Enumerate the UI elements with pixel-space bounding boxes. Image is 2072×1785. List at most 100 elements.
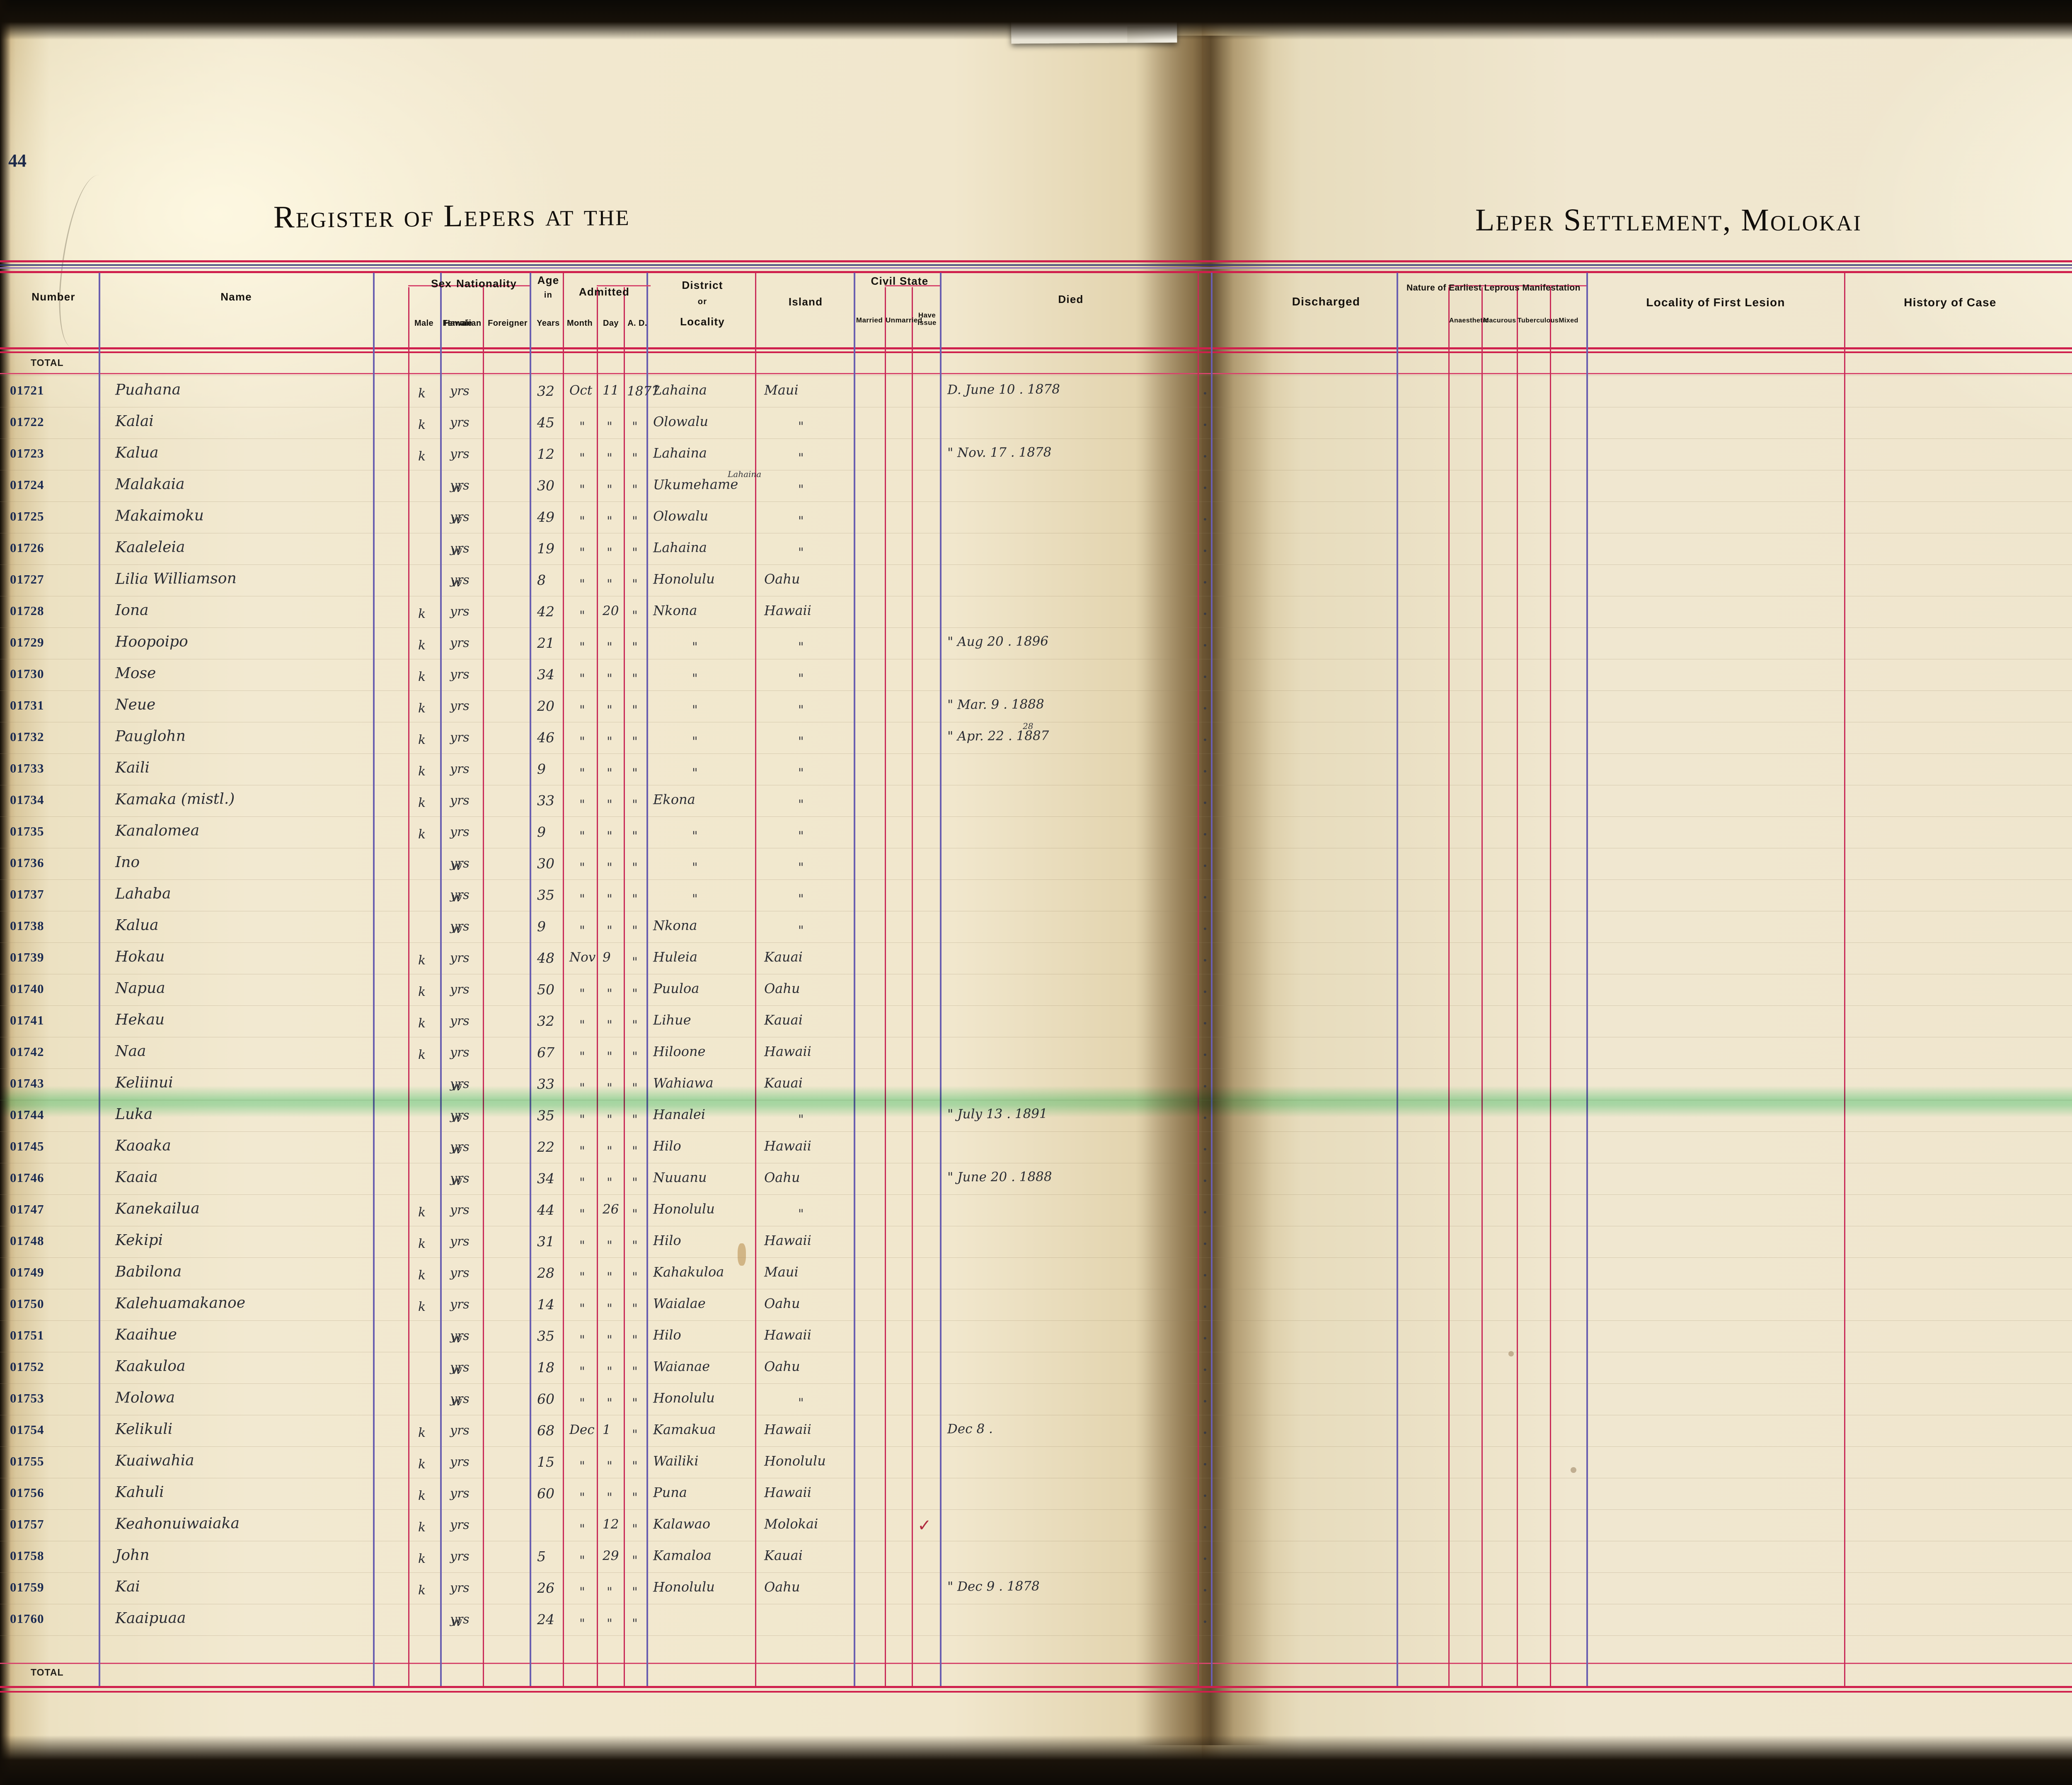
row-admitted-ad: " [632,1144,638,1158]
row-sex: k [418,1552,426,1566]
row-number: 01749 [10,1265,44,1279]
row-rule [0,879,2072,880]
row-nationality: yrs [450,1234,470,1249]
row-number: 01747 [10,1202,44,1216]
row-admitted-ad: " [632,829,638,843]
col-rule [1397,273,1398,1686]
total-label-bottom-left: TOTAL [31,1667,64,1678]
row-sex: w [451,922,462,936]
row-name: Napua [115,979,165,997]
row-age: 20 [537,698,554,714]
right-leaf [1202,0,2072,1785]
row-admitted-month: " [579,860,585,875]
row-nationality: yrs [450,982,470,997]
row-admitted-ad: " [632,577,638,591]
rule-red-total [0,373,2072,374]
col-header-civil-state: Civil State [871,275,929,287]
row-admitted-month: Dec [569,1422,595,1437]
gutter-pen-dot [1204,1431,1206,1434]
row-admitted-day: " [607,1049,612,1064]
row-admitted-month: " [579,419,585,434]
col-rule [646,273,648,1686]
row-sex: k [418,1268,426,1283]
row-admitted-ad: " [632,1396,638,1410]
gutter-pen-dot [1204,518,1206,521]
row-number: 01744 [10,1107,44,1122]
row-locality: Olowalu [653,508,709,524]
row-age: 42 [537,603,554,620]
col-rule [1448,287,1450,1686]
row-nationality: yrs [450,415,470,430]
row-admitted-ad: " [632,1427,638,1442]
left-leaf [0,0,1202,1785]
row-number: 01733 [10,761,44,775]
row-admitted-month: " [579,1333,585,1347]
col-header-mixed: Mixed [1559,317,1578,324]
row-nationality: yrs [450,1329,470,1343]
row-rule [0,816,2072,817]
row-locality: Ekona [653,791,695,808]
row-name: Kaili [115,759,150,777]
gutter-pen-dot [1204,1463,1206,1465]
row-admitted-ad: " [632,1207,638,1221]
row-island: " [798,419,804,434]
row-number: 01755 [10,1454,44,1468]
row-age: 33 [537,1076,554,1092]
row-locality: " [692,860,698,875]
row-admitted-day: 1 [603,1422,611,1437]
row-island: " [798,545,804,560]
row-number: 01724 [10,477,44,492]
row-age: 60 [537,1485,554,1502]
row-admitted-ad: " [632,451,638,465]
row-admitted-ad: " [632,955,638,969]
row-admitted-day: 9 [603,950,611,965]
row-admitted-month: Oct [569,383,593,398]
row-nationality: yrs [450,793,470,808]
col-rule [99,273,100,1686]
row-sex: w [451,512,462,527]
col-header-locality: Locality [680,315,725,328]
row-admitted-day: " [607,1018,612,1032]
row-age: 46 [537,729,554,746]
gutter-pen-dot [1204,1054,1206,1056]
gutter-pen-dot [1204,865,1206,867]
row-admitted-ad: " [632,419,638,434]
col-header-history-of-case: History of Case [1904,296,1997,309]
col-header-district: District [682,279,723,291]
row-admitted-day: " [607,1270,612,1284]
row-nationality: yrs [450,1045,470,1060]
row-admitted-ad: " [632,608,638,623]
row-name: Kalehuamakanoe [115,1294,246,1312]
row-island: " [798,482,804,497]
row-number: 01722 [10,414,44,429]
row-admitted-month: " [579,577,585,591]
row-number: 01746 [10,1170,44,1185]
row-rule [0,1572,2072,1573]
row-name: Neue [115,696,156,714]
row-nationality: yrs [450,919,470,934]
gutter-pen-dot [1204,739,1206,741]
row-admitted-ad: " [632,734,638,749]
row-admitted-ad: " [632,797,638,812]
col-rule [624,287,625,1686]
row-nationality: yrs [450,1423,470,1438]
row-admitted-ad: " [632,860,638,875]
row-admitted-month: " [579,608,585,623]
row-locality: Honolulu [653,1201,715,1217]
row-admitted-month: " [579,640,585,654]
row-admitted-day: 20 [603,603,619,618]
row-admitted-day: " [607,514,612,528]
gutter-pen-dot [1204,487,1206,489]
gutter-pen-dot [1204,1180,1206,1182]
row-admitted-month: " [579,703,585,717]
row-admitted-month: " [579,1553,585,1568]
gutter-pen-dot [1204,770,1206,773]
row-sex: w [451,481,462,495]
row-admitted-day: 29 [603,1548,619,1563]
col-header-admitted: Admitted [579,286,630,298]
row-name: Luka [115,1105,153,1123]
row-rule [0,501,2072,502]
rule-red [0,351,2072,353]
row-name: Kanekailua [115,1200,200,1218]
